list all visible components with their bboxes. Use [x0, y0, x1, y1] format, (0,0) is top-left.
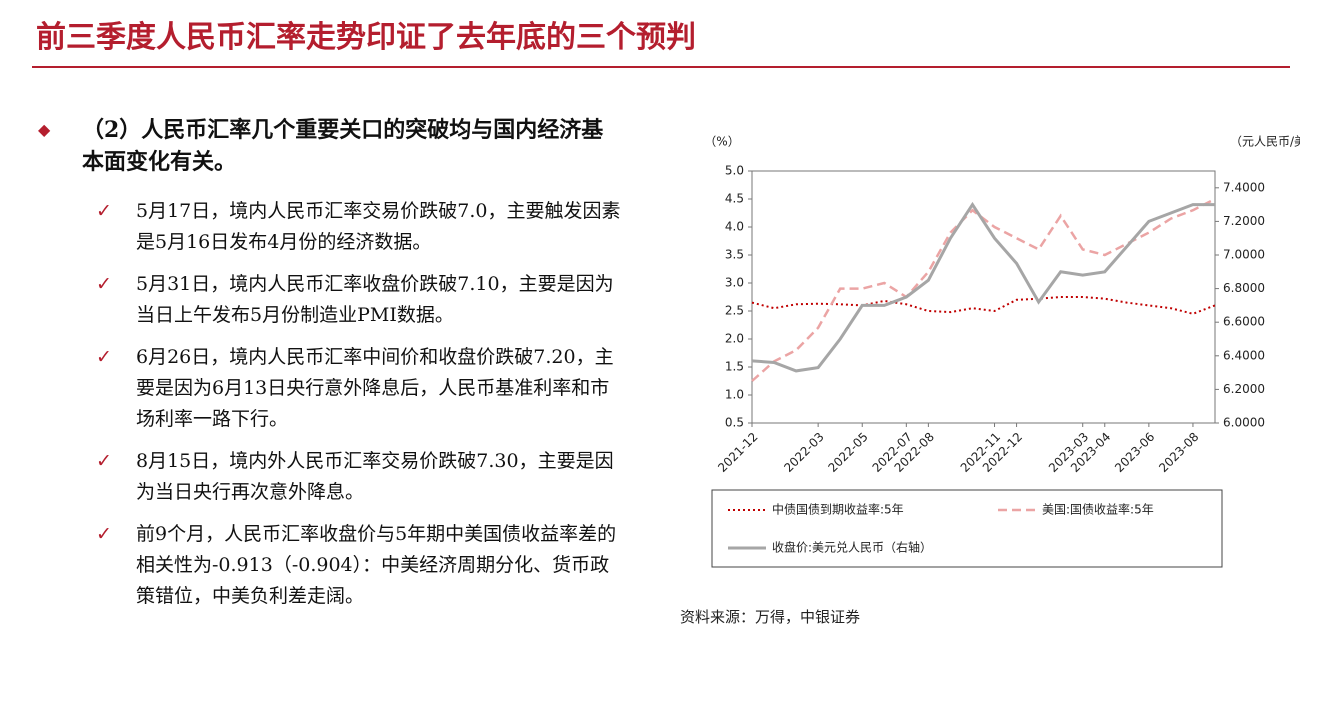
- x-tick-label: 2023-08: [1156, 430, 1201, 475]
- y-tick-label: 1.5: [725, 360, 744, 374]
- section-heading: ◆ （2）人民币汇率几个重要关口的突破均与国内经济基本面变化有关。: [38, 114, 618, 178]
- x-tick-label: 2023-06: [1112, 430, 1157, 475]
- y-tick-label: 1.0: [725, 388, 744, 402]
- y2-tick-label: 6.0000: [1223, 416, 1265, 430]
- legend-box: [711, 489, 1223, 568]
- y2-tick-label: 6.8000: [1223, 281, 1265, 295]
- y-tick-label: 0.5: [725, 416, 744, 430]
- y-tick-label: 4.5: [725, 192, 744, 206]
- source-note: 资料来源：万得，中银证券: [680, 608, 861, 626]
- y-tick-label: 5.0: [725, 164, 744, 178]
- y2-axis-label: （元人民币/美元）: [1230, 135, 1300, 149]
- item: ✓ 前9个月，人民币汇率收盘价与5年期中美国债收益率差的相关性为-0.913（-0…: [96, 519, 626, 612]
- title-rule: [32, 66, 1290, 68]
- check-icon: ✓: [96, 450, 112, 472]
- y-axis-label: （%）: [704, 135, 739, 149]
- check-icon: ✓: [96, 346, 112, 368]
- item-text: 5月17日，境内人民币汇率交易价跌破7.0，主要触发因素是5月16日发布4月份的…: [136, 200, 621, 253]
- series-line: [751, 197, 1216, 382]
- item: ✓ 5月17日，境内人民币汇率交易价跌破7.0，主要触发因素是5月16日发布4月份…: [96, 196, 626, 258]
- item: ✓ 8月15日，境内外人民币汇率交易价跌破7.30，主要是因为当日央行再次意外降息…: [96, 446, 626, 508]
- item: ✓ 6月26日，境内人民币汇率中间价和收盘价跌破7.20，主要是因为6月13日央行…: [96, 342, 626, 435]
- legend-label: 收盘价:美元兑人民币（右轴）: [772, 540, 932, 555]
- item-list: ✓ 5月17日，境内人民币汇率交易价跌破7.0，主要触发因素是5月16日发布4月份…: [96, 196, 626, 623]
- check-icon: ✓: [96, 523, 112, 545]
- legend-label: 中债国债到期收益率:5年: [772, 502, 904, 517]
- check-icon: ✓: [96, 200, 112, 222]
- y-tick-label: 4.0: [725, 220, 744, 234]
- item-text: 8月15日，境内外人民币汇率交易价跌破7.30，主要是因为当日央行再次意外降息。: [136, 450, 614, 503]
- item-text: 5月31日，境内人民币汇率收盘价跌破7.10，主要是因为当日上午发布5月份制造业…: [136, 273, 614, 326]
- y2-tick-label: 7.0000: [1223, 248, 1265, 262]
- x-tick-label: 2021-12: [715, 430, 760, 475]
- y-tick-label: 3.0: [725, 276, 744, 290]
- y2-tick-label: 7.2000: [1223, 214, 1265, 228]
- series-line: [751, 296, 1216, 315]
- check-icon: ✓: [96, 273, 112, 295]
- legend-label: 美国:国债收益率:5年: [1042, 502, 1154, 517]
- heading-text: （2）人民币汇率几个重要关口的突破均与国内经济基本面变化有关。: [82, 117, 604, 175]
- item: ✓ 5月31日，境内人民币汇率收盘价跌破7.10，主要是因为当日上午发布5月份制造…: [96, 269, 626, 331]
- y2-tick-label: 6.4000: [1223, 348, 1265, 362]
- slide-title: 前三季度人民币汇率走势印证了去年底的三个预判: [36, 20, 696, 55]
- series-line: [751, 201, 1215, 373]
- plot-frame: [751, 170, 1216, 424]
- y-tick-label: 2.0: [725, 332, 744, 346]
- chart: （%） （元人民币/美元） 0.5 1.0 1.5 2.0 2.5 3.0 3.5 4.0 4.5 5…: [704, 135, 1300, 568]
- y2-tick-label: 6.2000: [1223, 382, 1265, 396]
- x-tick-label: 2022-05: [825, 430, 870, 475]
- item-text: 前9个月，人民币汇率收盘价与5年期中美国债收益率差的相关性为-0.913（-0.…: [136, 523, 617, 607]
- y-tick-label: 3.5: [725, 248, 744, 262]
- y-tick-label: 2.5: [725, 304, 744, 318]
- x-tick-label: 2022-03: [781, 430, 826, 475]
- y2-tick-label: 7.4000: [1223, 180, 1265, 194]
- y2-tick-label: 6.6000: [1223, 315, 1265, 329]
- item-text: 6月26日，境内人民币汇率中间价和收盘价跌破7.20，主要是因为6月13日央行意…: [136, 346, 614, 430]
